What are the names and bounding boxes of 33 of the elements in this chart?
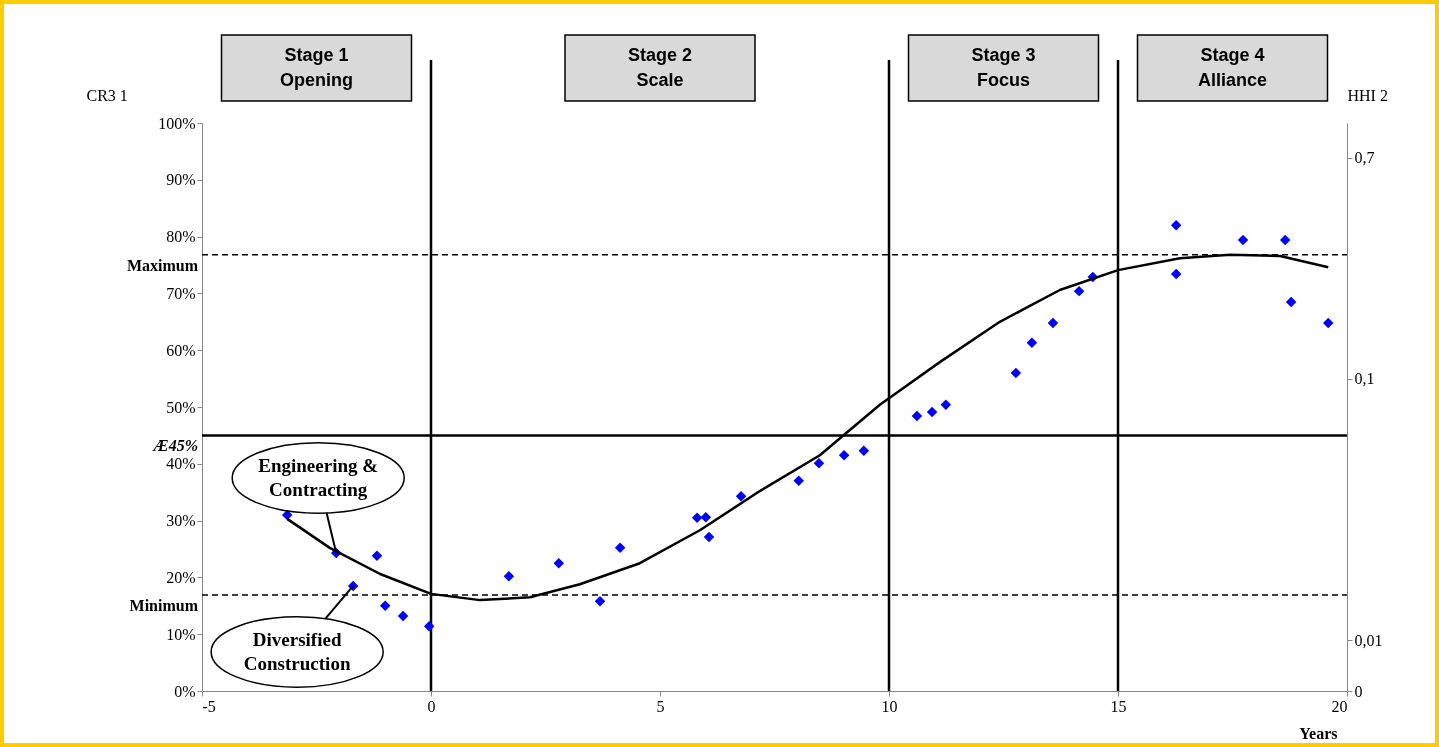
- y2-tick-label: 0,01: [1354, 631, 1383, 649]
- ref-line-label: Minimum: [129, 597, 199, 615]
- x-tick-label: 0: [427, 697, 436, 715]
- x-tick-label: -5: [202, 697, 216, 715]
- y-tick-label: 30%: [166, 512, 196, 530]
- text: Stage 1 Opening: [280, 45, 353, 90]
- y2-axis-title: HHI 2: [1347, 86, 1388, 104]
- ref-line-label: Maximum: [126, 256, 199, 274]
- annotation: Engineering & Contracting: [258, 454, 379, 500]
- text: Stage 2 Scale: [627, 45, 693, 90]
- y-tick-label: 90%: [166, 171, 196, 189]
- y-axis-title: CR3 1: [86, 86, 128, 104]
- text: Stage 4 Alliance: [1197, 45, 1268, 90]
- x-axis-title: Years: [1299, 724, 1338, 742]
- x-tick-label: 20: [1331, 697, 1348, 715]
- y2-tick-label: 0,1: [1354, 370, 1375, 388]
- y-tick-label: 40%: [166, 455, 196, 473]
- y-tick-label: 80%: [166, 228, 196, 246]
- x-tick-label: 10: [881, 697, 898, 715]
- annotation: Diversified Construction: [243, 628, 351, 674]
- y-tick-label: 0%: [174, 682, 196, 700]
- y-tick-label: 70%: [166, 284, 196, 302]
- ref-line-label: Æ45%: [151, 437, 198, 455]
- y2-tick-label: 0: [1354, 682, 1363, 700]
- y2-tick-label: 0,7: [1354, 149, 1375, 167]
- y-tick-label: 60%: [166, 341, 196, 359]
- text: Stage 3 Focus: [971, 45, 1036, 90]
- y-tick-label: 50%: [166, 398, 196, 416]
- y-tick-label: 100%: [158, 114, 196, 132]
- x-tick-label: 15: [1110, 697, 1127, 715]
- y-tick-label: 10%: [166, 625, 196, 643]
- y-tick-label: 20%: [166, 568, 196, 586]
- x-tick-label: 5: [656, 697, 665, 715]
